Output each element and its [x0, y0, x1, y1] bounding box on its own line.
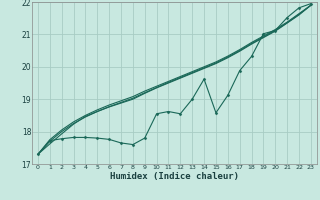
X-axis label: Humidex (Indice chaleur): Humidex (Indice chaleur) [110, 172, 239, 181]
